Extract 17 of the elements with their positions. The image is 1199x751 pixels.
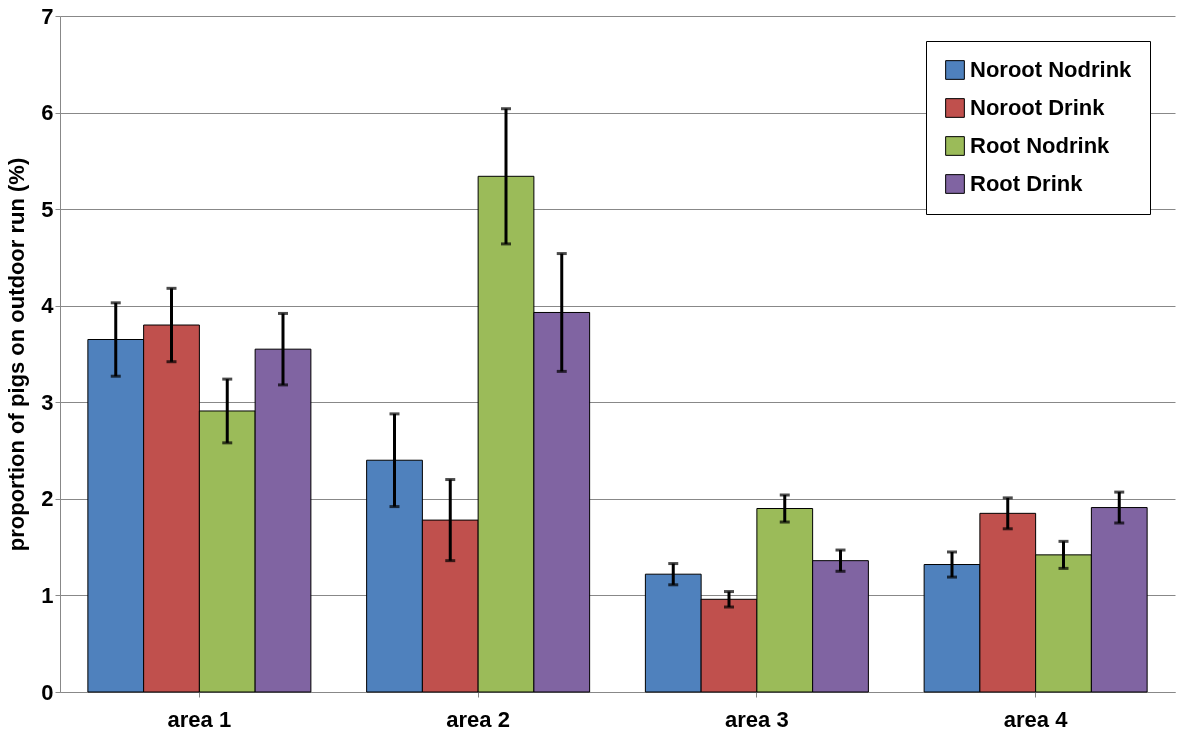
y-tick-label: 0: [41, 679, 54, 705]
legend-label: Root Nodrink: [970, 133, 1111, 158]
legend-label: Noroot Drink: [970, 95, 1106, 120]
y-tick-label: 7: [41, 3, 54, 29]
y-tick-label: 5: [41, 196, 54, 222]
y-tick-label: 4: [41, 293, 55, 319]
y-tick-label: 2: [41, 486, 54, 512]
legend-label: Noroot Nodrink: [970, 57, 1133, 82]
legend-label: Root Drink: [970, 171, 1084, 196]
x-tick-label: area 1: [167, 706, 232, 732]
x-tick-label: area 4: [1003, 706, 1069, 732]
y-tick-label: 1: [41, 582, 54, 608]
x-tick-label: area 3: [725, 706, 789, 732]
y-tick-label: 6: [41, 100, 54, 126]
y-axis-title: proportion of pigs on outdoor run (%): [4, 157, 30, 552]
x-tick-label: area 2: [446, 706, 510, 732]
y-tick-label: 3: [41, 389, 54, 415]
